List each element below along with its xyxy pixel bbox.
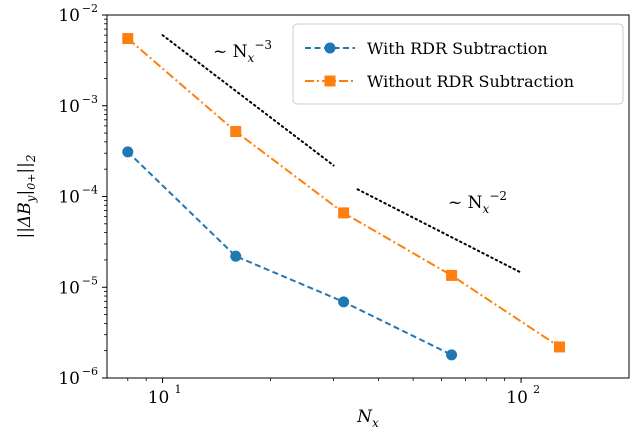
y-tick-label: 10 [58, 6, 80, 26]
reference-line [161, 34, 335, 167]
y-tick-label: 10 [58, 97, 80, 117]
x-tick-label-exponent: 1 [175, 383, 182, 396]
y-tick-label: 10 [58, 188, 80, 208]
data-point [446, 349, 458, 361]
x-tick-label: 10 [148, 388, 170, 408]
data-point [446, 269, 458, 281]
y-tick-label-exponent: −4 [82, 184, 98, 197]
y-axis-label: ||ΔBy|0+||2 [15, 154, 38, 238]
data-point [122, 33, 134, 45]
x-axis-label: Nx [356, 407, 379, 430]
y-tick-label: 10 [58, 278, 80, 298]
legend-marker [324, 42, 336, 54]
legend-marker [324, 75, 336, 87]
reference-line-label: ~ Nx−3 [213, 38, 272, 65]
legend-label: Without RDR Subtraction [367, 72, 574, 91]
data-point [230, 250, 242, 262]
legend-box [292, 23, 624, 105]
reference-line-label: ~ Nx−2 [448, 189, 507, 216]
series-line [127, 151, 453, 356]
x-tick-label: 10 [506, 388, 528, 408]
y-tick-label-exponent: −6 [82, 365, 98, 378]
data-point [230, 126, 242, 138]
legend-label: With RDR Subtraction [367, 39, 548, 58]
x-tick-label-exponent: 2 [533, 383, 540, 396]
reference-line [356, 188, 523, 274]
y-tick-label: 10 [58, 369, 80, 389]
y-tick-label-exponent: −5 [82, 274, 98, 287]
data-point [338, 296, 350, 308]
y-tick-label-exponent: −2 [82, 2, 98, 15]
data-point [554, 341, 566, 353]
y-tick-label-exponent: −3 [82, 93, 98, 106]
data-point [122, 146, 134, 158]
data-point [338, 207, 350, 219]
